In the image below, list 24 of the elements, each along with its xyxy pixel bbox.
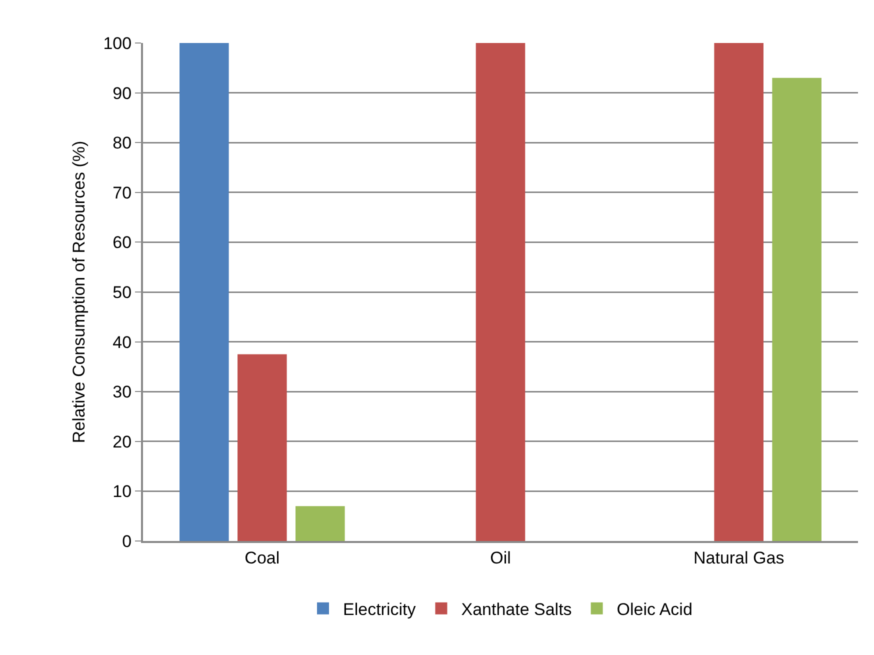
- y-tick-label: 10: [112, 482, 132, 502]
- bar: [476, 43, 526, 541]
- legend-label: Oleic Acid: [616, 600, 692, 619]
- legend-label: Xanthate Salts: [461, 600, 572, 619]
- x-tick-label: Coal: [244, 548, 280, 568]
- bar: [180, 43, 229, 541]
- bar: [772, 78, 822, 541]
- y-tick-label: 80: [112, 134, 132, 153]
- y-tick-label: 20: [112, 432, 132, 452]
- y-tick-label: 90: [112, 84, 132, 103]
- y-tick-label: 100: [103, 34, 132, 53]
- y-tick-label: 70: [112, 183, 132, 202]
- y-tick-label: 40: [112, 332, 132, 352]
- y-tick-label: 50: [112, 282, 132, 302]
- y-tick-label: 60: [112, 233, 132, 252]
- y-axis-title: Relative Consumption of Resources (%): [69, 140, 88, 444]
- bar: [714, 43, 764, 541]
- legend-label: Electricity: [343, 600, 416, 619]
- x-tick-label: Oil: [490, 548, 511, 568]
- x-tick-label: Natural Gas: [693, 548, 784, 568]
- bar: [238, 354, 287, 541]
- bar: [296, 506, 345, 541]
- y-tick-label: 0: [122, 532, 132, 551]
- y-tick-label: 30: [112, 382, 132, 402]
